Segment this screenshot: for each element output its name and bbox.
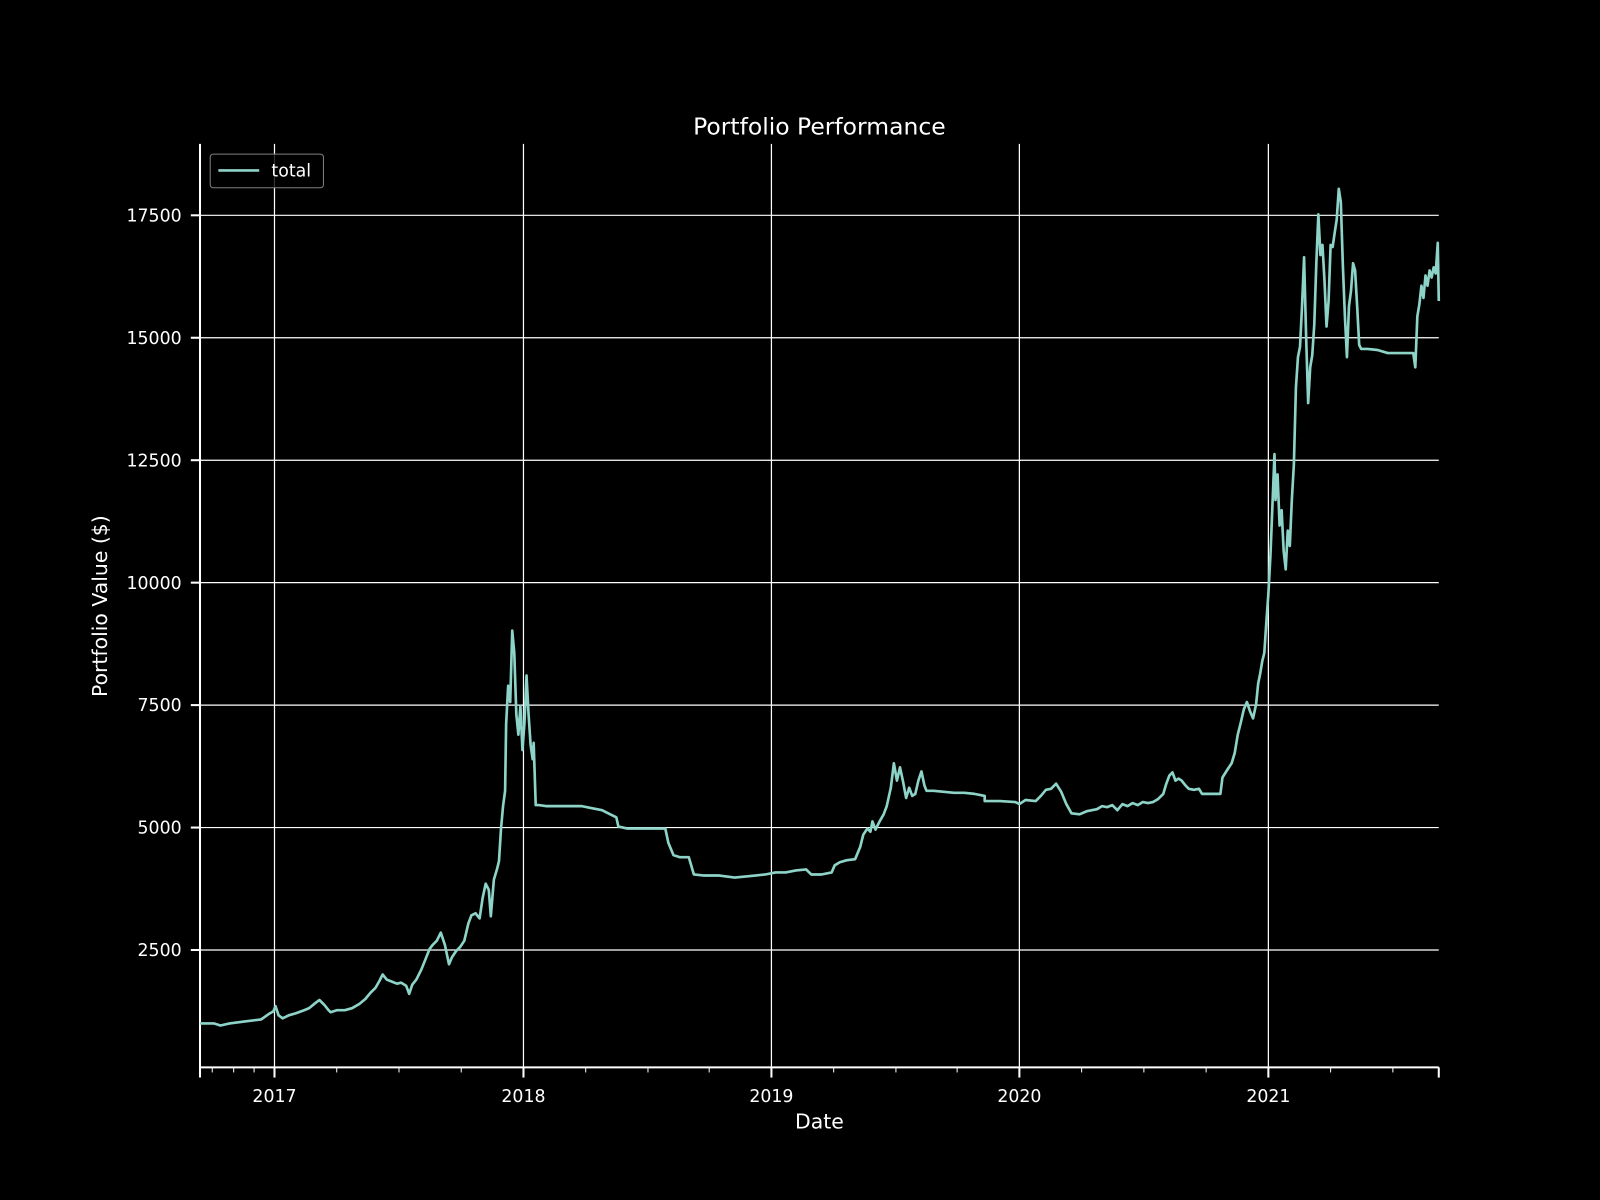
x-tick-label: 2018 <box>501 1087 545 1107</box>
x-tick-label: 2021 <box>1246 1087 1290 1107</box>
x-tick-labels: 2017 2018 2019 2020 2021 <box>252 1087 1290 1107</box>
axes <box>198 143 1440 1078</box>
y-tick-label: 7500 <box>138 696 182 716</box>
x-axis-label: Date <box>795 1110 844 1134</box>
grid <box>200 143 1439 1068</box>
y-tick-marks <box>190 214 200 952</box>
y-tick-labels: 17500 15000 12500 10000 7500 5000 2500 <box>127 206 182 961</box>
series-line-total <box>200 187 1441 1027</box>
y-tick-label: 10000 <box>127 574 182 594</box>
chart-title: Portfolio Performance <box>693 113 946 141</box>
x-tick-label: 2017 <box>252 1087 296 1107</box>
y-axis-label: Portfolio Value ($) <box>88 515 112 697</box>
y-tick-label: 15000 <box>127 329 182 349</box>
x-tick-label: 2019 <box>749 1087 793 1107</box>
y-tick-label: 2500 <box>138 941 182 961</box>
legend: total <box>209 153 324 189</box>
x-tick-label: 2020 <box>997 1087 1041 1107</box>
y-tick-label: 5000 <box>138 819 182 839</box>
legend-label-total: total <box>271 162 311 182</box>
y-tick-label: 12500 <box>127 451 182 471</box>
y-tick-label: 17500 <box>127 206 182 226</box>
x-tick-marks <box>211 1067 1394 1078</box>
